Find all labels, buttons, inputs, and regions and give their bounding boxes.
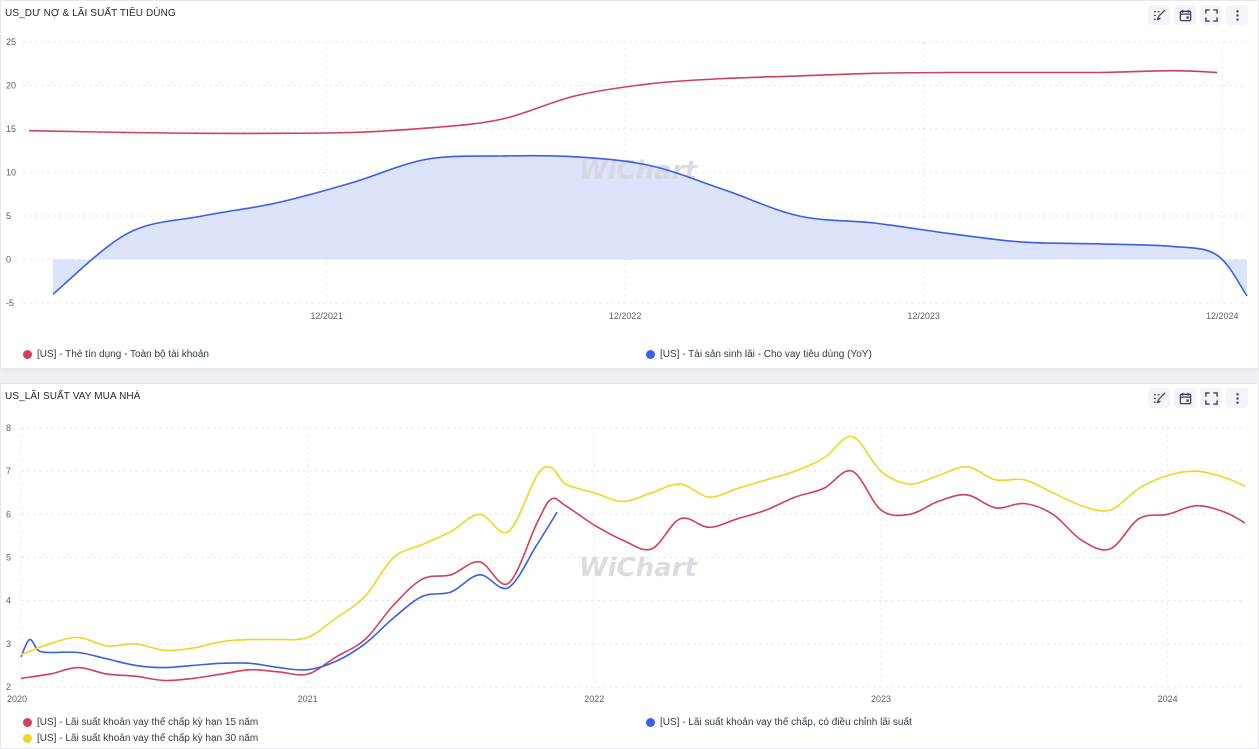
y-tick-label: 20 [6, 81, 16, 91]
y-tick-label: 2 [6, 682, 11, 692]
x-tick-label: 2023 [871, 694, 891, 704]
x-tick-label: 12/2024 [1206, 311, 1239, 321]
x-tick-label: 2022 [584, 694, 604, 704]
x-tick-label: 12/2023 [907, 311, 940, 321]
brush-icon[interactable] [1148, 388, 1170, 408]
consumer-debt-panel: US_DƯ NỢ & LÃI SUẤT TIÊU DÙNG WiChart -5… [0, 0, 1259, 369]
panel-toolbar [1148, 5, 1248, 25]
y-tick-label: 8 [6, 423, 11, 433]
y-tick-label: 3 [6, 639, 11, 649]
calendar-icon[interactable] [1174, 5, 1196, 25]
series-line [28, 69, 1218, 135]
y-tick-label: 15 [6, 124, 16, 134]
legend-label: [US] - Thẻ tín dụng - Toàn bộ tài khoản [37, 349, 209, 360]
legend-swatch [646, 350, 655, 359]
legend-item[interactable]: [US] - Thẻ tín dụng - Toàn bộ tài khoản [23, 349, 209, 360]
panel-title: US_DƯ NỢ & LÃI SUẤT TIÊU DÙNG [5, 8, 176, 19]
legend-swatch [646, 718, 655, 727]
y-tick-label: 5 [6, 211, 11, 221]
panel-toolbar [1148, 388, 1248, 408]
y-tick-label: 0 [6, 255, 11, 265]
y-tick-label: -5 [6, 298, 14, 308]
series-line [52, 154, 1248, 297]
series-area [52, 155, 1247, 296]
legend-swatch [23, 350, 32, 359]
series-line [20, 469, 1246, 682]
brush-icon[interactable] [1148, 5, 1170, 25]
x-tick-label: 12/2021 [310, 311, 343, 321]
legend-item[interactable]: [US] - Lãi suất khoản vay thế chấp kỳ hạ… [23, 733, 258, 744]
legend-label: [US] - Lãi suất khoản vay thế chấp kỳ hạ… [37, 733, 259, 744]
legend-swatch [23, 718, 32, 727]
panel-title: US_LÃI SUẤT VAY MUA NHÀ [5, 391, 141, 402]
series-line [20, 435, 1246, 656]
watermark: WiChart [579, 553, 699, 583]
series-line [20, 511, 558, 671]
mortgage-rate-panel: US_LÃI SUẤT VAY MUA NHÀ WiChart 2 3 4 5 6 7 8 2… [0, 383, 1259, 749]
y-tick-label: 5 [6, 553, 11, 563]
legend-label: [US] - Lãi suất khoản vay thế chấp, có đ… [660, 717, 912, 728]
legend-item[interactable]: [US] - Lãi suất khoản vay thế chấp, có đ… [646, 717, 912, 728]
fullscreen-icon[interactable] [1200, 388, 1222, 408]
y-tick-label: 6 [6, 509, 11, 519]
x-tick-label: 12/2022 [609, 311, 642, 321]
more-icon[interactable] [1226, 5, 1248, 25]
y-tick-label: 7 [6, 466, 11, 476]
y-tick-label: 25 [6, 37, 16, 47]
fullscreen-icon[interactable] [1200, 5, 1222, 25]
watermark: WiChart [579, 156, 699, 186]
legend-item[interactable]: [US] - Tài sản sinh lãi - Cho vay tiêu d… [646, 349, 872, 360]
legend-label: [US] - Lãi suất khoản vay thế chấp kỳ hạ… [37, 717, 259, 728]
x-tick-label: 2020 [7, 694, 27, 704]
consumer-debt-chart: WiChart -5 0 5 10 15 20 25 12/2021 12/2022 12/202… [6, 37, 1248, 321]
mortgage-rate-chart: WiChart 2 3 4 5 6 7 8 2020 2021 2022 2023 2024 [6, 423, 1246, 704]
more-icon[interactable] [1226, 388, 1248, 408]
legend-label: [US] - Tài sản sinh lãi - Cho vay tiêu d… [660, 349, 872, 360]
x-tick-label: 2024 [1158, 694, 1178, 704]
legend-item[interactable]: [US] - Lãi suất khoản vay thế chấp kỳ hạ… [23, 717, 258, 728]
y-tick-label: 10 [6, 168, 16, 178]
x-tick-label: 2021 [298, 694, 318, 704]
y-tick-label: 4 [6, 596, 11, 606]
legend-swatch [23, 734, 32, 743]
calendar-icon[interactable] [1174, 388, 1196, 408]
